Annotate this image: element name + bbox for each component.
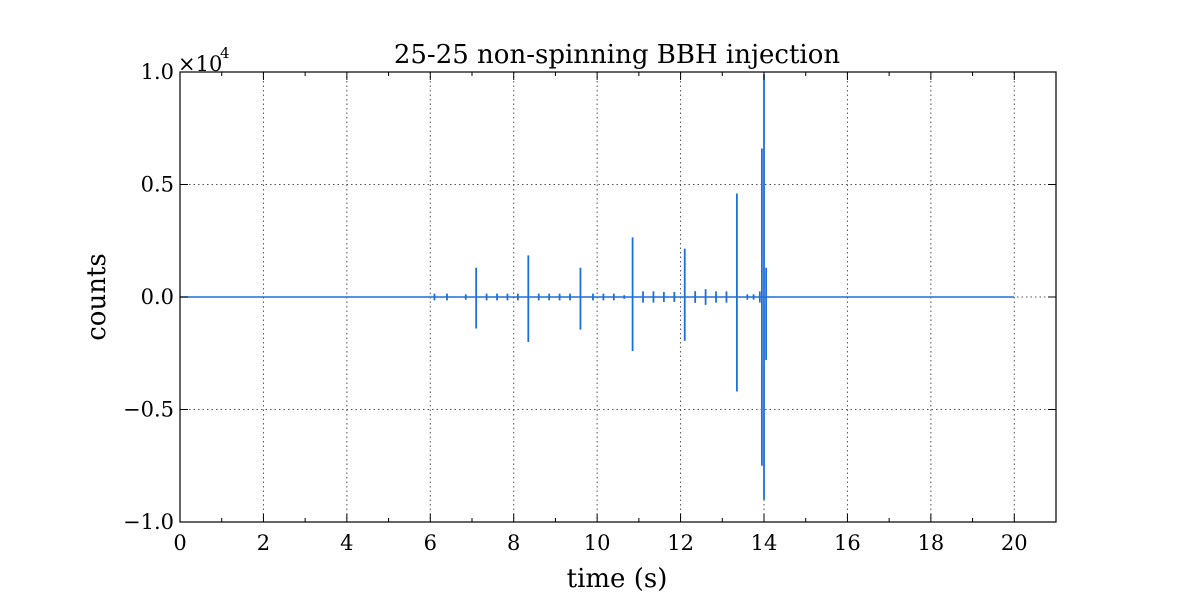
x-tick-label: 12 — [667, 531, 694, 555]
x-tick-label: 4 — [340, 531, 353, 555]
y-tick-label: 0.5 — [141, 173, 174, 197]
x-tick-label: 14 — [751, 531, 778, 555]
y-tick-label: 1.0 — [141, 60, 174, 84]
x-tick-label: 20 — [1001, 531, 1028, 555]
chart-title: 25-25 non-spinning BBH injection — [394, 40, 841, 70]
x-tick-label: 8 — [507, 531, 520, 555]
y-scale-factor: ×10 4 — [178, 44, 230, 76]
y-tick-label: −0.5 — [123, 398, 174, 422]
y-scale-factor-base: ×10 — [178, 52, 222, 76]
x-tick-label: 6 — [424, 531, 437, 555]
x-tick-label: 10 — [584, 531, 611, 555]
x-tick-label: 0 — [173, 531, 186, 555]
y-tick-label: −1.0 — [123, 510, 174, 534]
x-tick-label: 18 — [917, 531, 944, 555]
x-tick-label: 16 — [834, 531, 861, 555]
y-axis-label: counts — [82, 253, 112, 341]
series-layer — [180, 74, 1015, 500]
y-tick-label: 0.0 — [141, 285, 174, 309]
x-axis-label: time (s) — [567, 564, 668, 594]
y-scale-factor-exponent: 4 — [220, 44, 230, 62]
x-tick-label: 2 — [257, 531, 270, 555]
ticks: 0 2 4 6 8 10 12 14 16 18 20 −1.0 −0.5 0.0 0.5 1.0 — [123, 60, 1056, 555]
